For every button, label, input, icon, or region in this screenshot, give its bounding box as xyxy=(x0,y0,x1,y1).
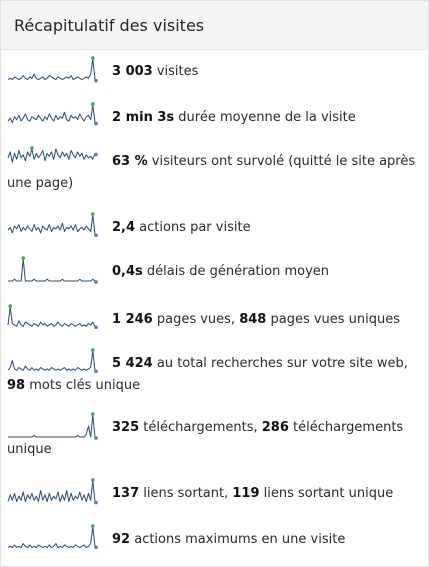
sparkline[interactable] xyxy=(7,99,100,131)
last-value-marker xyxy=(94,325,98,330)
metric-text: 3 003 visites xyxy=(7,61,420,83)
metric-value: 137 xyxy=(112,486,140,501)
last-value-marker xyxy=(94,280,98,284)
sparkline-line xyxy=(7,480,96,503)
sparkline-line xyxy=(7,104,96,124)
metric-value: 325 xyxy=(112,420,140,435)
metric-value: 63 % xyxy=(112,154,148,169)
metric-label: délais de génération moyen xyxy=(142,264,330,279)
metric-value: 1 246 xyxy=(112,312,153,327)
metric-text: 92 actions maximums en une visite xyxy=(7,529,420,551)
last-value-marker xyxy=(94,78,98,83)
metric-label: durée moyenne de la visite xyxy=(174,110,356,125)
metric-label: pages vues, xyxy=(152,312,240,327)
max-marker xyxy=(91,524,95,528)
sparkline[interactable] xyxy=(7,521,100,553)
sparkline-line xyxy=(7,58,96,81)
sparkline-line xyxy=(8,258,96,282)
metric-value: 848 xyxy=(239,312,267,327)
sparkline-line xyxy=(8,414,96,438)
metric-label: liens sortant, xyxy=(139,486,233,501)
metric-text: 0,4s délais de génération moyen xyxy=(7,261,420,283)
max-marker xyxy=(8,304,12,308)
max-marker xyxy=(21,256,26,260)
metric-value: 119 xyxy=(232,486,260,501)
metric-label: téléchargements unique xyxy=(7,420,404,457)
metric-value: 98 xyxy=(7,378,26,393)
metric-label: au total recherches sur votre site web, xyxy=(152,356,408,371)
max-marker xyxy=(91,56,95,60)
metric-text: 137 liens sortant, 119 liens sortant uni… xyxy=(7,483,420,505)
last-value-marker xyxy=(94,152,98,157)
sparkline[interactable] xyxy=(7,345,100,377)
sparkline[interactable] xyxy=(7,53,100,85)
metric-label: actions maximums en une visite xyxy=(130,532,346,547)
sparkline-line xyxy=(7,306,96,327)
max-marker xyxy=(91,212,95,216)
metric-label: liens sortant unique xyxy=(259,486,394,501)
last-value-marker xyxy=(94,369,98,374)
sparkline[interactable] xyxy=(7,209,100,241)
metric-label: actions par visite xyxy=(135,220,251,235)
sparkline-line xyxy=(7,526,96,549)
max-marker xyxy=(91,478,95,482)
metric-value: 92 xyxy=(112,532,131,547)
metric-text: 2,4 actions par visite xyxy=(7,217,420,239)
metric-label: visiteurs ont survolé (quitté le site ap… xyxy=(7,154,416,191)
metric-text: 325 téléchargements, 286 téléchargements… xyxy=(7,417,420,461)
sparkline-line xyxy=(7,350,96,371)
last-value-marker xyxy=(94,436,98,440)
widget-title: Récapitulatif des visites xyxy=(14,15,205,35)
sparkline-line xyxy=(7,214,96,235)
metric-text: 5 424 au total recherches sur votre site… xyxy=(7,353,420,397)
last-value-marker xyxy=(94,233,98,238)
sparkline[interactable] xyxy=(7,475,100,507)
metric-value: 0,4s xyxy=(112,264,143,279)
metric-label: téléchargements, xyxy=(139,420,262,435)
sparkline[interactable] xyxy=(7,409,100,441)
sparkline[interactable] xyxy=(7,143,100,175)
last-value-marker xyxy=(94,121,98,126)
metric-value: 3 003 xyxy=(112,64,153,79)
metric-text: 2 min 3s durée moyenne de la visite xyxy=(7,107,420,129)
metric-label: mots clés unique xyxy=(25,378,141,393)
metric-value: 5 424 xyxy=(112,356,153,371)
last-value-marker xyxy=(94,500,98,505)
metric-text: 1 246 pages vues, 848 pages vues uniques xyxy=(7,309,420,331)
max-marker xyxy=(91,412,95,416)
sparkline[interactable] xyxy=(7,301,100,333)
widget-header[interactable]: Récapitulatif des visites xyxy=(1,1,428,50)
metric-label: pages vues uniques xyxy=(266,312,401,327)
metric-value: 2 min 3s xyxy=(112,110,175,125)
metric-value: 286 xyxy=(261,420,289,435)
metric-label: visites xyxy=(152,64,199,79)
sparkline[interactable] xyxy=(7,253,100,285)
max-marker xyxy=(91,102,95,106)
metric-value: 2,4 xyxy=(112,220,136,235)
max-marker xyxy=(91,348,95,352)
max-marker xyxy=(30,146,34,150)
sparkline-line xyxy=(7,148,96,163)
last-value-marker xyxy=(94,545,98,550)
metric-text: 63 % visiteurs ont survolé (quitté le si… xyxy=(7,151,420,195)
